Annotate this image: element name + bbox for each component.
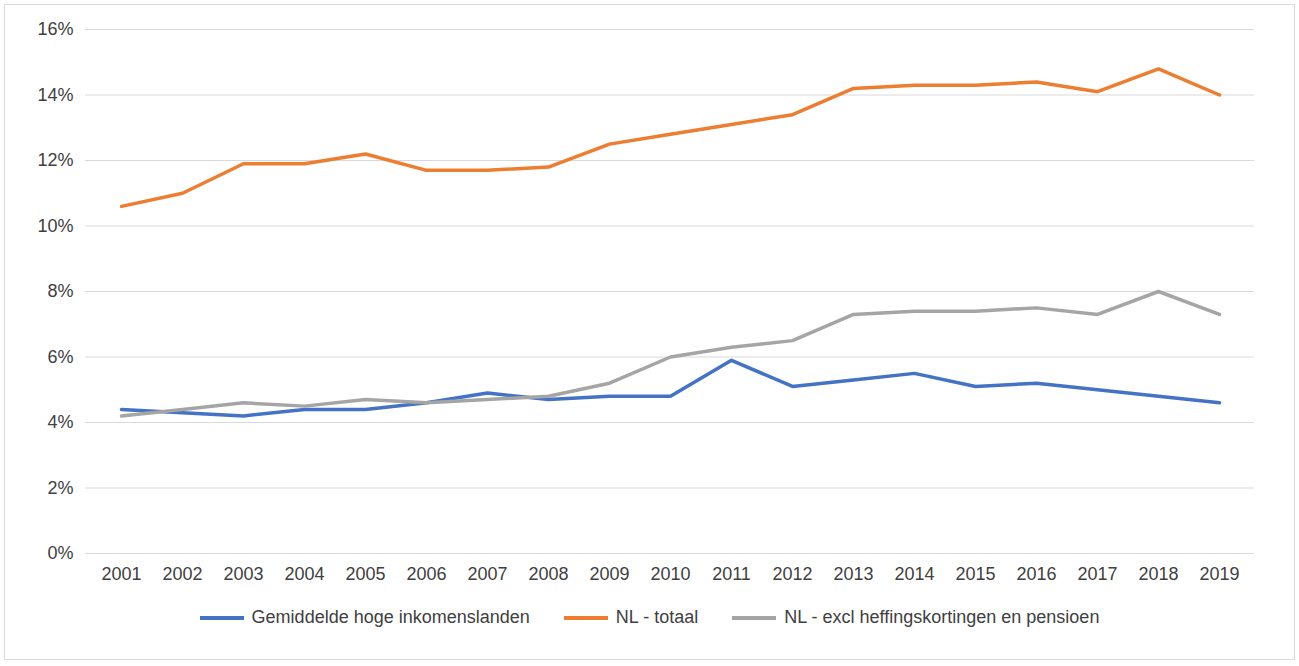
svg-text:2009: 2009 [589, 564, 629, 584]
svg-text:2002: 2002 [162, 564, 202, 584]
svg-text:4%: 4% [47, 412, 73, 432]
svg-text:2005: 2005 [345, 564, 385, 584]
svg-text:6%: 6% [47, 347, 73, 367]
svg-text:2018: 2018 [1138, 564, 1178, 584]
svg-text:8%: 8% [47, 281, 73, 301]
svg-text:2011: 2011 [712, 564, 751, 584]
svg-text:2%: 2% [47, 478, 73, 498]
svg-text:14%: 14% [37, 85, 73, 105]
svg-text:2007: 2007 [467, 564, 507, 584]
svg-text:2014: 2014 [894, 564, 934, 584]
svg-text:10%: 10% [37, 216, 73, 236]
svg-text:2008: 2008 [528, 564, 568, 584]
html-text:Gemiddelde hoge inkomenslanden: Gemiddelde hoge inkomenslanden [251, 607, 530, 627]
svg-text:2013: 2013 [833, 564, 873, 584]
svg-text:2006: 2006 [406, 564, 446, 584]
svg-text:2016: 2016 [1016, 564, 1056, 584]
html-text:NL - excl heffingskortingen en: NL - excl heffingskortingen en pensioen [784, 607, 1100, 627]
svg-text:2004: 2004 [284, 564, 324, 584]
svg-text:2010: 2010 [650, 564, 690, 584]
svg-text:2001: 2001 [101, 564, 141, 584]
svg-text:2003: 2003 [223, 564, 263, 584]
svg-text:2017: 2017 [1077, 564, 1117, 584]
svg-text:12%: 12% [37, 150, 73, 170]
svg-text:2012: 2012 [772, 564, 812, 584]
html-text:NL - totaal: NL - totaal [615, 607, 699, 627]
svg-text:16%: 16% [37, 19, 73, 39]
svg-text:0%: 0% [47, 543, 73, 563]
svg-text:2019: 2019 [1199, 564, 1239, 584]
svg-text:2015: 2015 [955, 564, 995, 584]
